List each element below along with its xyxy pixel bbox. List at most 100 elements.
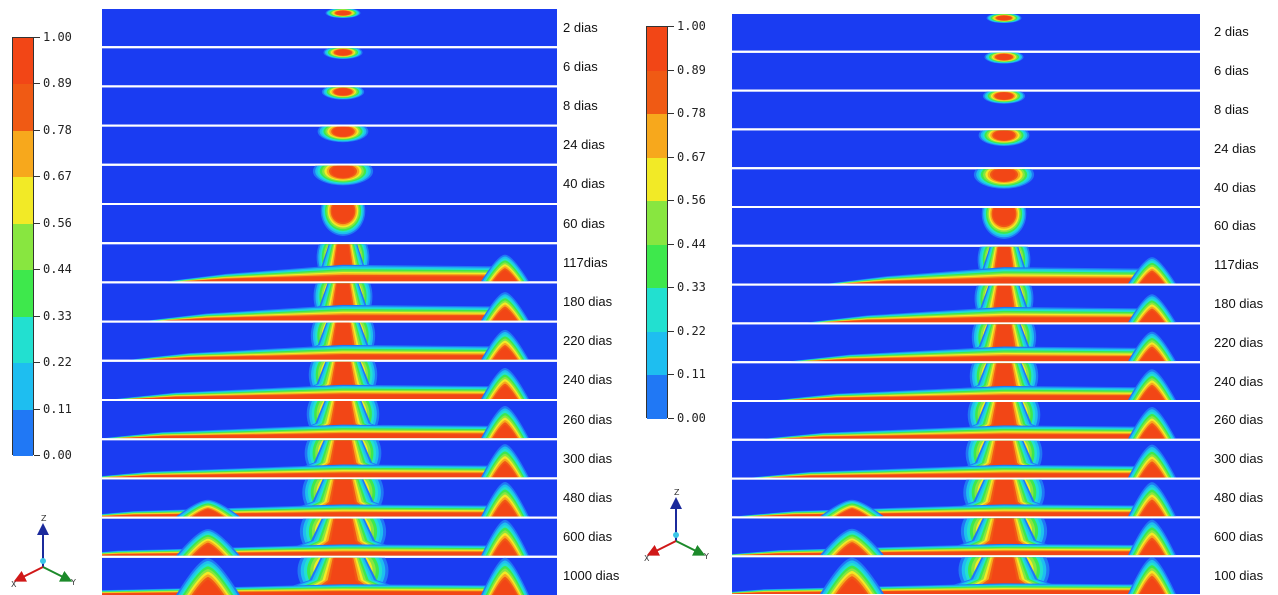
spreading-layer-contour <box>794 395 1163 400</box>
legend-tick <box>668 69 674 71</box>
right-plume-contour <box>493 579 517 595</box>
time-label: 24 dias <box>1214 140 1256 156</box>
y-axis-arrow <box>42 566 73 582</box>
concentration-contour <box>992 169 1016 182</box>
time-label: 2 dias <box>563 19 598 35</box>
right-plume-contour <box>1140 272 1164 284</box>
legend-value-label: 0.67 <box>43 169 72 184</box>
axis-triad-right: Z X Y <box>644 488 709 563</box>
time-slice-frame <box>102 205 557 243</box>
time-label: 600 dias <box>1214 528 1264 544</box>
legend-color-segment <box>13 84 33 132</box>
simulation-strips-left <box>102 9 557 595</box>
legend-value-label: 0.89 <box>43 76 72 91</box>
time-slice-frame <box>732 440 1200 478</box>
legend-value-label: 1.00 <box>677 19 706 33</box>
legend-value-label: 0.00 <box>677 411 706 425</box>
time-slice-frame <box>102 361 557 399</box>
concentration-contour <box>333 126 353 137</box>
time-label: 600 dias <box>563 529 613 545</box>
legend-tick <box>34 269 40 271</box>
time-label: 220 dias <box>563 333 613 349</box>
legend-color-segment <box>647 70 667 115</box>
legend-tick <box>668 330 674 332</box>
time-slice-frame <box>102 9 557 47</box>
legend-tick <box>34 129 40 131</box>
right-plume-contour <box>1140 348 1164 362</box>
legend-value-label: 0.78 <box>677 106 706 121</box>
time-slice-frame <box>732 130 1200 168</box>
time-label: 40 dias <box>563 176 605 192</box>
time-slice-frame <box>102 165 557 203</box>
time-label: 117dias <box>1214 257 1259 273</box>
right-plume-contour <box>493 347 517 360</box>
legend-tick <box>34 83 40 85</box>
z-axis-label: Z <box>674 488 680 497</box>
legend-value-label: 0.33 <box>677 280 706 295</box>
legend-color-segment <box>647 157 667 202</box>
simulation-strips-right <box>732 14 1200 595</box>
x-axis-label: X <box>644 554 650 563</box>
legend-value-label: 0.78 <box>43 122 72 137</box>
concentration-contour <box>992 208 1016 226</box>
legend-tick <box>34 455 40 456</box>
time-label: 1000 dias <box>563 568 620 584</box>
concentration-contour <box>995 92 1013 100</box>
time-label: 260 dias <box>563 411 613 427</box>
right-plume-contour <box>1140 387 1164 400</box>
time-label: 117dias <box>563 254 608 270</box>
time-slice-frame <box>732 479 1200 517</box>
legend-tick <box>34 315 40 317</box>
time-slice-frame <box>732 285 1200 323</box>
right-plume-contour <box>1140 425 1164 439</box>
concentration-contour <box>994 130 1014 141</box>
y-axis-label: Y <box>703 552 709 561</box>
time-label: 240 dias <box>1214 373 1264 389</box>
legend-value-label: 0.22 <box>43 355 72 370</box>
concentration-contour <box>331 165 355 178</box>
time-slice-frame <box>732 246 1200 284</box>
time-label: 480 dias <box>563 490 613 505</box>
legend-color-segment <box>13 38 33 85</box>
time-slice-frame <box>732 91 1200 129</box>
spreading-layer-contour <box>825 317 1163 323</box>
concentration-contour <box>997 15 1011 21</box>
legend-color-segment <box>647 375 667 420</box>
time-slice-frame <box>732 402 1200 439</box>
spreading-layer-contour <box>164 315 516 321</box>
legend-color-segment <box>647 288 667 333</box>
time-label: 220 dias <box>1214 334 1264 350</box>
spreading-layer-contour <box>106 473 516 478</box>
legend-color-segment <box>13 363 33 411</box>
legend-color-segment <box>13 316 33 364</box>
time-slice-frame <box>732 324 1200 362</box>
legend-color-segment <box>647 114 667 159</box>
legend-color-segment <box>647 331 667 376</box>
legend-color-segment <box>13 130 33 178</box>
legend-color-segment <box>647 201 667 246</box>
left-plume-contour <box>193 544 223 556</box>
time-slice-frame <box>102 126 557 164</box>
time-label: 8 dias <box>1214 102 1249 117</box>
time-slice-frame <box>732 363 1200 401</box>
legend-tick <box>668 287 674 289</box>
right-plume-contour <box>1140 501 1164 517</box>
right-plume-contour <box>1140 578 1164 594</box>
legend-tick <box>34 176 40 178</box>
spreading-layer-contour <box>183 276 516 282</box>
legend-value-label: 0.11 <box>43 401 72 416</box>
left-plume-contour <box>837 544 867 556</box>
legend-value-label: 0.33 <box>43 308 72 323</box>
left-panel: 1.00 0.89 0.78 0.67 0.56 0.44 0.33 0.22 0.11 0.00… <box>11 9 620 595</box>
legend-tick <box>34 37 40 38</box>
spreading-layer-contour <box>133 394 516 399</box>
right-plume-contour <box>1140 310 1164 323</box>
legend-color-segment <box>13 270 33 318</box>
legend-tick <box>34 222 40 224</box>
legend-bar <box>646 26 668 420</box>
right-plume-contour <box>493 385 517 399</box>
right-plume-contour <box>493 540 517 556</box>
legend-value-label: 0.89 <box>677 62 706 77</box>
time-slice-frame <box>102 48 557 86</box>
left-plume-contour <box>193 509 223 517</box>
